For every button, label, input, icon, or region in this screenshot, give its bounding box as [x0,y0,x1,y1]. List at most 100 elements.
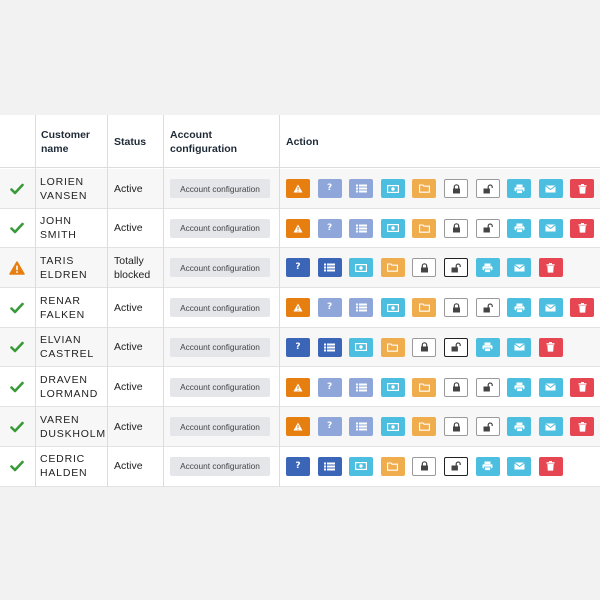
delete-button[interactable] [538,456,563,476]
account-configuration-button[interactable]: Account configuration [170,417,270,437]
warning-button[interactable] [286,218,310,238]
question-button[interactable]: ? [317,179,342,198]
list-button[interactable] [317,258,342,278]
mail-button[interactable] [507,456,532,476]
question-button[interactable]: ? [286,456,310,476]
unlock-button[interactable] [475,218,500,238]
account-configuration-button[interactable]: Account configuration [170,218,270,238]
money-icon [386,303,399,312]
list-button[interactable] [349,417,374,437]
account-configuration-button[interactable]: Account configuration [170,456,270,476]
lock-button[interactable] [444,298,468,318]
lock-button[interactable] [444,417,468,437]
list-button[interactable] [317,337,342,357]
unlock-button[interactable] [444,258,468,278]
trash-icon [578,421,587,432]
warning-button[interactable] [286,298,310,318]
unlock-button[interactable] [475,377,500,397]
list-button[interactable] [349,377,374,397]
money-button[interactable] [380,179,405,198]
unlock-button[interactable] [444,456,468,476]
lock-button[interactable] [444,377,468,397]
money-icon [386,184,399,193]
print-button[interactable] [507,377,532,397]
account-configuration-button[interactable]: Account configuration [170,258,270,278]
mail-button[interactable] [538,218,563,238]
list-button[interactable] [349,218,374,238]
account-configuration-button[interactable]: Account configuration [170,337,270,357]
delete-button[interactable] [538,337,563,357]
folder-button[interactable] [412,218,437,238]
delete-button[interactable] [570,179,595,198]
money-button[interactable] [380,298,405,318]
print-button[interactable] [475,258,500,278]
print-button[interactable] [507,417,532,437]
account-configuration-button[interactable]: Account configuration [170,179,270,198]
lock-button[interactable] [412,258,437,278]
lock-button[interactable] [444,218,468,238]
question-button[interactable]: ? [317,218,342,238]
table-row: TARIS ELDREN Totally blocked Account confi… [0,248,600,289]
question-button[interactable]: ? [286,258,310,278]
question-button[interactable]: ? [317,298,342,318]
money-button[interactable] [380,218,405,238]
money-icon [355,462,368,471]
folder-icon [418,184,430,193]
lock-button[interactable] [444,179,468,198]
lock-button[interactable] [412,337,437,357]
folder-button[interactable] [412,179,437,198]
mail-button[interactable] [538,417,563,437]
money-button[interactable] [349,456,374,476]
question-button[interactable]: ? [317,377,342,397]
money-button[interactable] [380,377,405,397]
money-button[interactable] [349,337,374,357]
print-button[interactable] [475,337,500,357]
account-configuration-button[interactable]: Account configuration [170,377,270,397]
mail-button[interactable] [507,337,532,357]
folder-button[interactable] [412,377,437,397]
print-button[interactable] [475,456,500,476]
print-button[interactable] [507,179,532,198]
money-button[interactable] [380,417,405,437]
delete-button[interactable] [570,298,595,318]
list-button[interactable] [317,456,342,476]
folder-button[interactable] [380,456,405,476]
unlock-button[interactable] [444,337,468,357]
delete-button[interactable] [538,258,563,278]
question-button[interactable]: ? [317,417,342,437]
mail-button[interactable] [538,377,563,397]
unlock-icon [483,422,493,432]
delete-button[interactable] [570,377,595,397]
question-button[interactable]: ? [286,337,310,357]
folder-button[interactable] [380,337,405,357]
print-button[interactable] [507,298,532,318]
unlock-button[interactable] [475,179,500,198]
delete-button[interactable] [570,218,595,238]
folder-button[interactable] [412,417,437,437]
mail-icon [513,264,525,272]
list-button[interactable] [349,179,374,198]
money-icon [355,343,368,352]
list-button[interactable] [349,298,374,318]
unlock-button[interactable] [475,298,500,318]
customer-name: TARIS ELDREN [40,254,88,281]
mail-button[interactable] [538,298,563,318]
delete-button[interactable] [570,417,595,437]
mail-button[interactable] [538,179,563,198]
unlock-button[interactable] [475,417,500,437]
lock-button[interactable] [412,456,437,476]
warning-button[interactable] [286,417,310,437]
print-icon [514,422,525,432]
folder-button[interactable] [412,298,437,318]
mail-button[interactable] [507,258,532,278]
print-button[interactable] [507,218,532,238]
warning-icon [293,303,303,312]
account-configuration-button[interactable]: Account configuration [170,298,270,318]
mail-icon [513,462,525,470]
warning-icon [293,224,303,233]
warning-button[interactable] [286,179,310,198]
folder-button[interactable] [380,258,405,278]
warning-button[interactable] [286,377,310,397]
table-row: VAREN DUSKHOLM Active Account configuratio… [0,407,600,447]
money-button[interactable] [349,258,374,278]
